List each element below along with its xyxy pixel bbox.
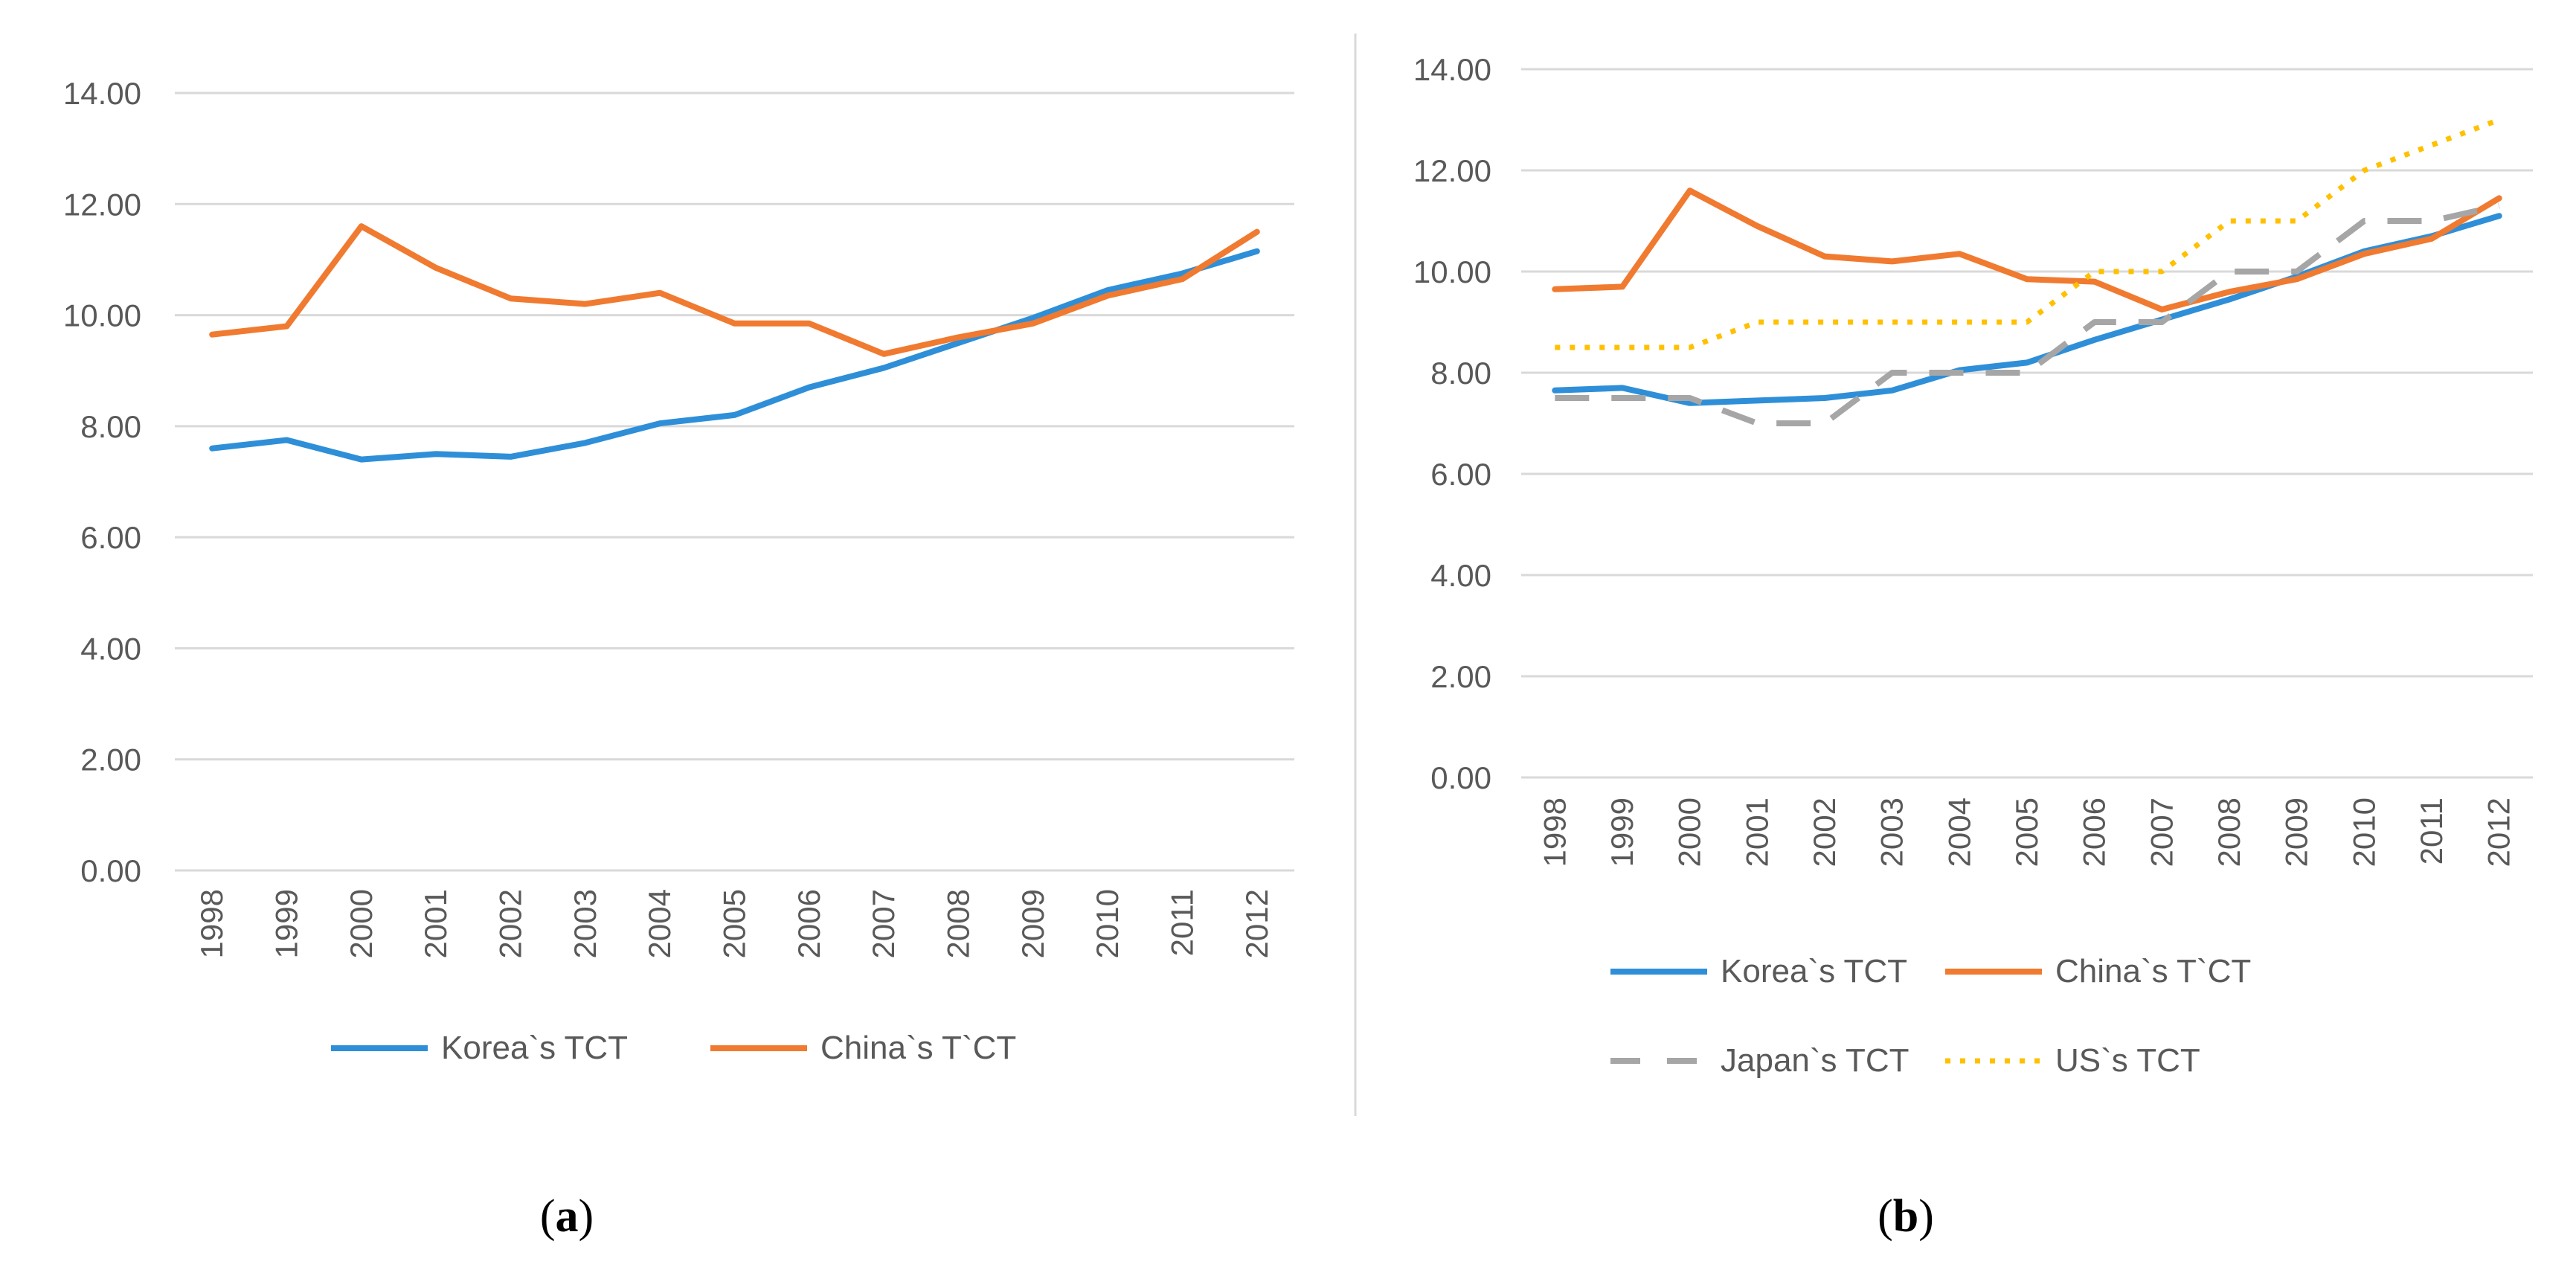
y-tick-label: 8.00 — [1430, 356, 1491, 391]
x-tick-label: 2002 — [1807, 798, 1842, 867]
series-line-2 — [209, 223, 1260, 357]
x-tick-label: 2005 — [2009, 798, 2044, 867]
x-tick-label: 2003 — [568, 889, 603, 958]
legend-label: Korea`s TCT — [441, 1030, 628, 1066]
x-tick-label: 2001 — [1739, 798, 1774, 867]
y-tick-label: 12.00 — [1413, 153, 1491, 188]
y-tick-label: 0.00 — [80, 853, 141, 888]
x-tick-label: 2001 — [418, 889, 453, 958]
x-tick-label: 2009 — [1015, 889, 1050, 958]
y-tick-label: 6.00 — [1430, 457, 1491, 492]
y-tick-label: 2.00 — [80, 742, 141, 777]
y-tick-label: 8.00 — [80, 409, 141, 444]
caption-b: (b) — [1878, 1191, 1934, 1242]
series-line-3 — [1555, 202, 2500, 426]
x-tick-label: 1998 — [1537, 798, 1572, 867]
x-tick-label: 1999 — [269, 889, 304, 958]
chart-b: 0.00 2.00 4.00 6.00 8.00 10.00 12.00 14.00 1998 1… — [1413, 52, 2533, 1079]
y-tick-label: 2.00 — [1430, 659, 1491, 694]
legend-label: China`s T`CT — [820, 1030, 1016, 1066]
x-tick-label: 2010 — [1090, 889, 1125, 958]
y-tick-label: 6.00 — [80, 520, 141, 555]
x-tick-label: 2011 — [2414, 798, 2449, 864]
x-tick-label: 2010 — [2346, 798, 2381, 867]
x-tick-label: 1999 — [1605, 798, 1639, 867]
x-tick-label: 2002 — [493, 889, 528, 958]
x-tick-label: 2008 — [941, 889, 976, 958]
x-tick-label: 1998 — [194, 889, 229, 958]
y-tick-label: 14.00 — [1413, 52, 1491, 87]
series-line-4 — [1555, 117, 2500, 350]
y-tick-label: 0.00 — [1430, 760, 1491, 795]
y-tick-label: 10.00 — [63, 298, 141, 333]
x-tick-label: 2003 — [1875, 798, 1909, 867]
legend-label: China`s T`CT — [2055, 953, 2251, 989]
legend-label: US`s TCT — [2055, 1042, 2200, 1079]
x-tick-label: 2012 — [2482, 798, 2516, 867]
x-tick-label: 2012 — [1239, 889, 1274, 958]
x-tick-label: 2006 — [791, 889, 826, 958]
y-tick-label: 10.00 — [1413, 254, 1491, 289]
x-tick-label: 2011 — [1165, 889, 1200, 956]
chart-a: 0.00 2.00 4.00 6.00 8.00 10.00 12.00 14.00 1998 1… — [63, 76, 1294, 1066]
caption-a: (a) — [540, 1191, 594, 1242]
x-tick-label: 2005 — [717, 889, 752, 958]
legend-label: Japan`s TCT — [1721, 1042, 1909, 1079]
y-tick-label: 4.00 — [1430, 558, 1491, 593]
x-tick-label: 2006 — [2077, 798, 2112, 867]
x-tick-label: 2004 — [642, 889, 677, 958]
x-tick-label: 2004 — [1941, 798, 1976, 867]
legend-label: Korea`s TCT — [1721, 953, 1907, 989]
y-tick-label: 14.00 — [63, 76, 141, 111]
x-tick-label: 2008 — [2212, 798, 2246, 867]
x-tick-label: 2009 — [2279, 798, 2314, 867]
x-tick-label: 2000 — [1672, 798, 1707, 867]
series-line-2 — [1552, 187, 2502, 312]
y-tick-label: 4.00 — [80, 631, 141, 666]
y-tick-label: 12.00 — [63, 187, 141, 222]
series-line-1 — [1552, 213, 2502, 406]
x-tick-label: 2007 — [2144, 798, 2179, 867]
x-tick-label: 2007 — [866, 889, 901, 958]
x-tick-label: 2000 — [344, 889, 379, 958]
series-line-1 — [209, 248, 1260, 463]
